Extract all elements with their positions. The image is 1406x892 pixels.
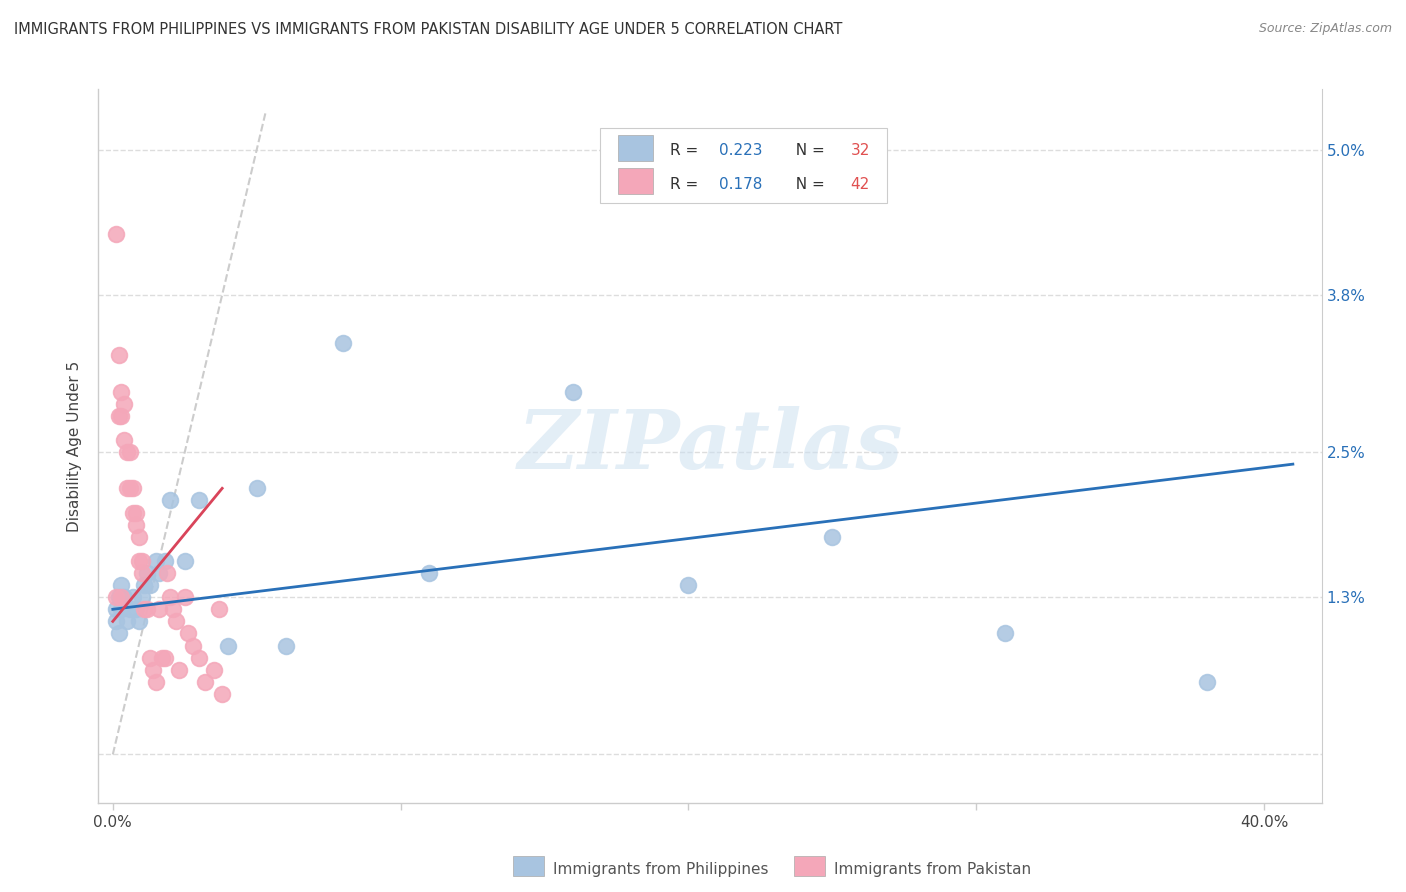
Text: Source: ZipAtlas.com: Source: ZipAtlas.com — [1258, 22, 1392, 36]
Point — [136, 566, 159, 580]
Point — [167, 663, 190, 677]
Point — [115, 615, 138, 629]
Point — [104, 227, 127, 242]
Point — [176, 626, 198, 640]
Point — [128, 615, 150, 629]
Point — [128, 554, 150, 568]
Point — [139, 650, 162, 665]
Point — [162, 602, 184, 616]
Point — [122, 506, 145, 520]
Text: Immigrants from Pakistan: Immigrants from Pakistan — [834, 863, 1031, 877]
Point — [112, 590, 135, 604]
Text: Immigrants from Philippines: Immigrants from Philippines — [553, 863, 768, 877]
Point — [128, 530, 150, 544]
Point — [173, 590, 195, 604]
Point — [1195, 674, 1218, 689]
Point — [150, 650, 173, 665]
Point — [142, 663, 165, 677]
Point — [211, 687, 233, 701]
Point — [145, 674, 167, 689]
Text: 0.178: 0.178 — [718, 178, 762, 193]
Point — [110, 384, 132, 399]
Point — [153, 650, 176, 665]
Point — [202, 663, 225, 677]
Point — [107, 409, 129, 423]
Point — [122, 590, 145, 604]
Point — [136, 602, 159, 616]
Point — [122, 481, 145, 495]
Point — [125, 517, 148, 532]
Point — [165, 615, 187, 629]
Text: IMMIGRANTS FROM PHILIPPINES VS IMMIGRANTS FROM PAKISTAN DISABILITY AGE UNDER 5 C: IMMIGRANTS FROM PHILIPPINES VS IMMIGRANT… — [14, 22, 842, 37]
Point — [148, 566, 170, 580]
Point — [131, 590, 153, 604]
Text: R =: R = — [669, 144, 703, 159]
Point — [188, 650, 211, 665]
Point — [115, 481, 138, 495]
Point — [110, 590, 132, 604]
Point — [418, 566, 440, 580]
Point — [125, 506, 148, 520]
Point — [110, 409, 132, 423]
Point — [120, 481, 142, 495]
Point — [104, 590, 127, 604]
Point — [994, 626, 1017, 640]
Point — [173, 554, 195, 568]
Point — [112, 397, 135, 411]
Point — [134, 602, 156, 616]
Text: ZIPatlas: ZIPatlas — [517, 406, 903, 486]
Point — [562, 384, 585, 399]
Point — [107, 626, 129, 640]
Point — [110, 578, 132, 592]
Point — [274, 639, 297, 653]
Text: N =: N = — [786, 144, 830, 159]
Point — [208, 602, 231, 616]
FancyBboxPatch shape — [619, 136, 652, 161]
Point — [159, 493, 181, 508]
Point — [159, 590, 181, 604]
Y-axis label: Disability Age Under 5: Disability Age Under 5 — [67, 360, 83, 532]
Point — [194, 674, 217, 689]
Point — [120, 445, 142, 459]
Point — [107, 590, 129, 604]
Point — [120, 602, 142, 616]
Point — [188, 493, 211, 508]
Point — [156, 566, 179, 580]
Text: 0.223: 0.223 — [718, 144, 762, 159]
Point — [104, 602, 127, 616]
Point — [107, 348, 129, 362]
Point — [217, 639, 239, 653]
Point — [139, 578, 162, 592]
Point — [821, 530, 844, 544]
Text: R =: R = — [669, 178, 703, 193]
Point — [115, 445, 138, 459]
Point — [332, 336, 354, 351]
FancyBboxPatch shape — [619, 169, 652, 194]
Point — [246, 481, 269, 495]
Point — [678, 578, 700, 592]
FancyBboxPatch shape — [600, 128, 887, 203]
Text: 42: 42 — [851, 178, 870, 193]
Point — [131, 566, 153, 580]
Point — [125, 602, 148, 616]
Point — [153, 554, 176, 568]
Text: N =: N = — [786, 178, 830, 193]
Point — [131, 554, 153, 568]
Point — [183, 639, 205, 653]
Point — [104, 615, 127, 629]
Point — [145, 554, 167, 568]
Point — [148, 602, 170, 616]
Point — [112, 433, 135, 447]
Text: 32: 32 — [851, 144, 870, 159]
Point — [110, 602, 132, 616]
Point — [134, 578, 156, 592]
